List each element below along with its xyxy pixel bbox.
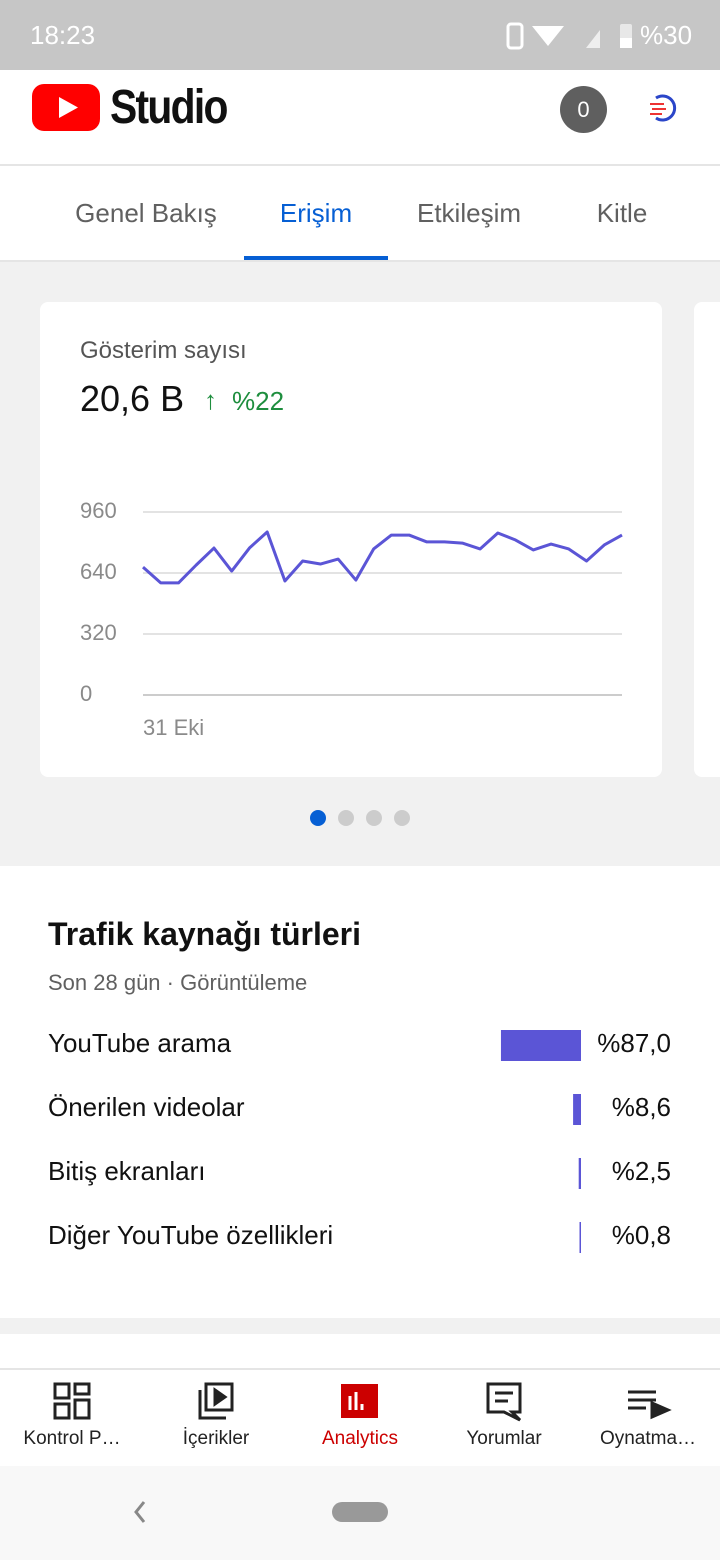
nav-labels: Kontrol P… İçerikler Analytics Yorumlar Oyna… [0, 1428, 720, 1458]
nav-icons [53, 1382, 672, 1422]
bar [578, 1158, 581, 1189]
app-header [0, 70, 720, 166]
section-title: Trafik kaynağı türleri [48, 916, 362, 952]
category-label: Diğer YouTube özellikleri [48, 1220, 333, 1250]
metric-title: Gösterim sayısı [80, 337, 247, 364]
value-label: %2,5 [612, 1156, 671, 1186]
status-time: 18:23 [30, 20, 96, 50]
nav-label[interactable]: İçerikler [182, 1428, 250, 1449]
metric-card[interactable] [40, 302, 662, 777]
value-label: %8,6 [612, 1092, 671, 1122]
pager-dots [310, 810, 410, 826]
bar [500, 1030, 581, 1061]
tab[interactable]: Genel Bakış [75, 198, 217, 228]
separator [0, 1318, 720, 1334]
nav-icon[interactable] [486, 1382, 522, 1422]
nav-label[interactable]: Yorumlar [466, 1428, 542, 1449]
section-subtitle: Son 28 gün · Görüntüleme [48, 970, 308, 995]
tab-indicator [244, 256, 388, 260]
status-icons [506, 22, 632, 50]
nav-icon[interactable] [198, 1382, 234, 1420]
value-label: %0,8 [612, 1220, 671, 1250]
bar [573, 1094, 581, 1125]
category-label: YouTube arama [48, 1028, 232, 1058]
metric-change: %22 [232, 386, 285, 416]
battery-level: %30 [640, 20, 693, 50]
metric-change-arrow: ↑ [204, 385, 217, 415]
notification-badge[interactable]: 0 [560, 86, 607, 133]
nav-icon[interactable] [628, 1390, 672, 1420]
tab[interactable]: Etkileşim [416, 198, 521, 228]
avatar[interactable] [646, 92, 682, 128]
metric-value: 20,6 B [80, 378, 185, 419]
nav-label[interactable]: Analytics [321, 1428, 399, 1449]
category-label: Bitiş ekranları [48, 1156, 206, 1186]
tab[interactable]: Erişim [279, 198, 353, 228]
tab[interactable]: Kitle [596, 198, 648, 228]
system-nav-buttons[interactable] [120, 1490, 420, 1534]
nav-label[interactable]: Kontrol P… [23, 1428, 121, 1449]
nav-icon[interactable] [53, 1382, 91, 1420]
nav-icon[interactable] [341, 1384, 378, 1418]
category-label: Önerilen videolar [48, 1092, 245, 1122]
youtube-logo [32, 84, 100, 131]
value-label: %87,0 [597, 1028, 671, 1058]
app-title: Studio [110, 81, 228, 134]
bar [579, 1222, 581, 1253]
nav-label[interactable]: Oynatma… [599, 1428, 697, 1449]
next-card[interactable] [694, 302, 720, 777]
tab-bar: Genel Bakış Erişim Etkileşim Kitle [0, 166, 720, 262]
